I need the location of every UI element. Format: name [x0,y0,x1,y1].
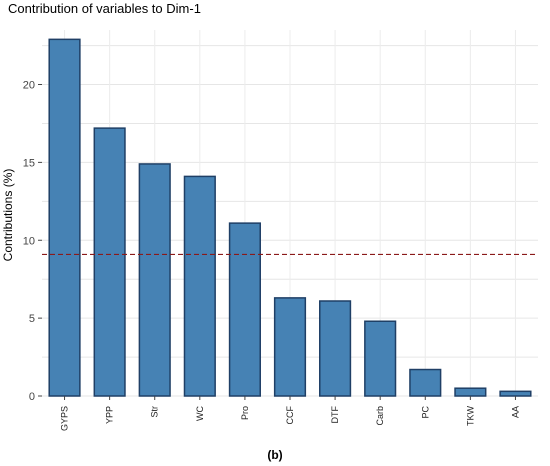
x-tick-label: GYPS [60,406,70,431]
bar-aa [499,390,532,397]
x-tick-label: YPP [105,406,115,424]
x-tick-label: Pro [240,406,250,420]
y-tick-label: 10 [23,235,35,247]
x-axis-ticks: GYPS YPP Str WC Pro CCF DTF Carb PC TKW AA [60,396,520,431]
y-tick-label: 5 [29,313,35,325]
bar-pc [409,368,442,397]
bar-carb [364,320,397,397]
x-tick-label: WC [195,406,205,421]
bar-pro [228,222,261,397]
x-tick-label: DTF [330,406,340,424]
bar-ypp [93,127,126,397]
bars [48,38,532,397]
bar-wc [183,175,216,397]
bar-gyps [48,38,81,397]
figure-caption: (b) [267,448,282,462]
x-tick-label: AA [510,406,520,418]
bar-dtf [319,300,352,397]
y-tick-label: 15 [23,157,35,169]
bar-str [138,163,171,397]
x-tick-label: PC [420,406,430,419]
x-tick-label: Str [150,406,160,418]
bar-tkw [454,387,487,397]
bar-ccf [273,297,307,397]
y-tick-label: 0 [29,391,35,403]
x-tick-label: CCF [285,406,295,425]
y-axis-label: Contributions (%) [1,169,15,262]
y-tick-label: 20 [23,80,35,92]
chart-title: Contribution of variables to Dim-1 [8,1,201,16]
x-tick-label: TKW [465,405,475,426]
x-tick-label: Carb [375,406,385,426]
y-axis-ticks: 0 5 10 15 20 [23,80,42,403]
